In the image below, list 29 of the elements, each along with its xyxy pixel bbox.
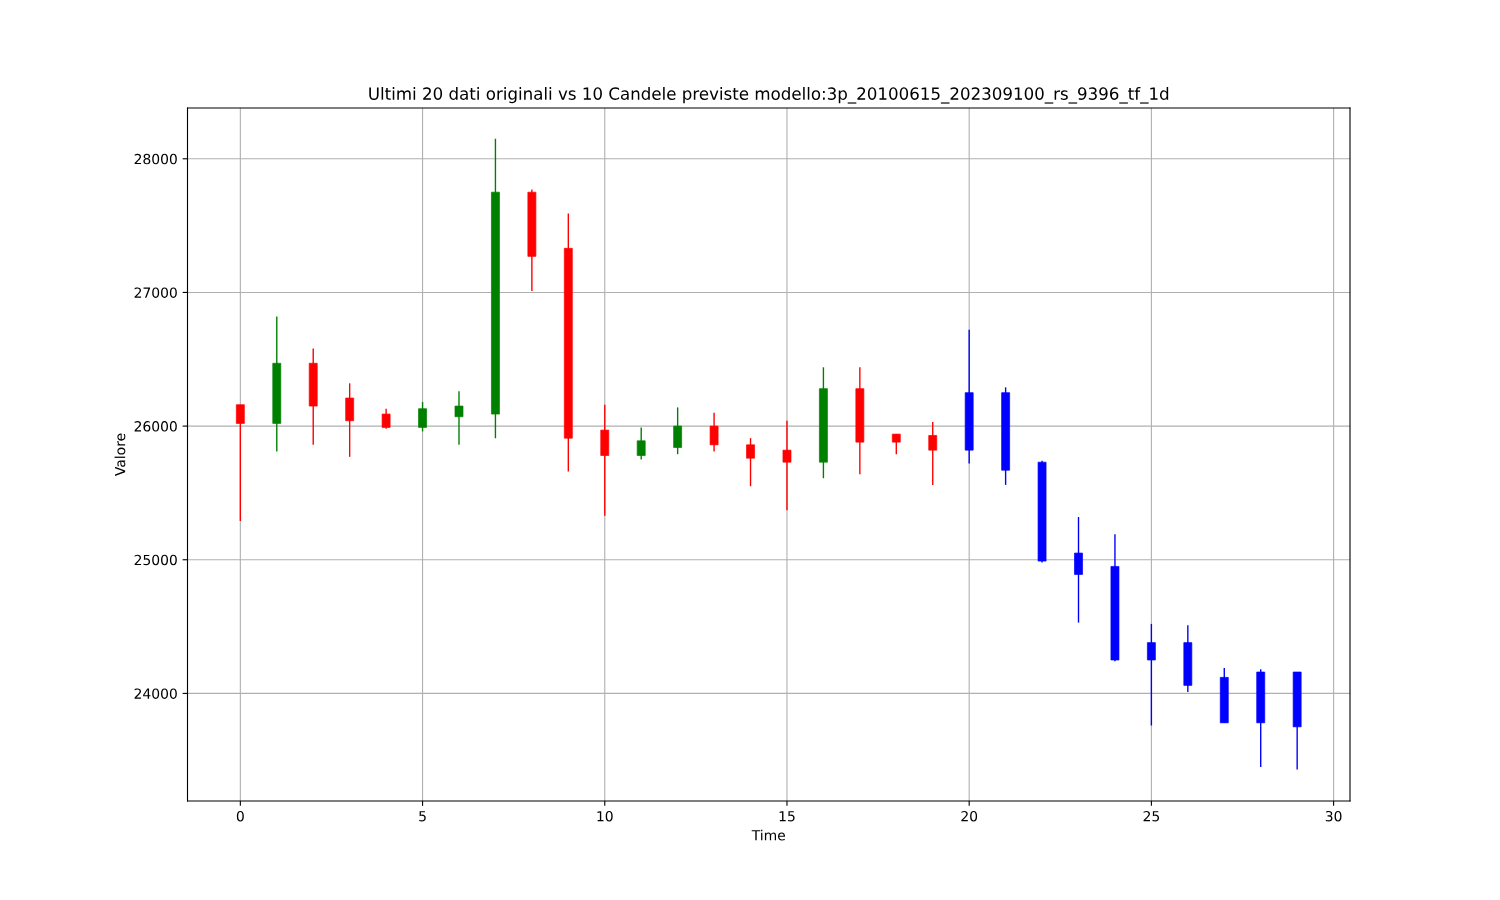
y-tick-label: 26000 xyxy=(134,421,177,432)
candlestick xyxy=(782,420,792,511)
candlestick xyxy=(454,390,464,446)
candlestick xyxy=(381,408,391,430)
candlestick xyxy=(746,437,755,487)
y-tick-label: 27000 xyxy=(134,287,177,298)
y-tick-label: 25000 xyxy=(134,554,177,566)
candlestick xyxy=(709,412,719,453)
candlestick xyxy=(345,382,355,458)
y-axis-title: Valore xyxy=(114,433,126,477)
candlestick xyxy=(673,406,682,455)
chart-title: Ultimi 20 dati originali vs 10 Candele previste modello:3p_20100615_202309100_rs_9396_tf_1d xyxy=(369,87,1169,104)
x-axis-title: Time xyxy=(751,829,785,841)
x-tick-label: 30 xyxy=(1325,810,1342,822)
candlestick xyxy=(1074,516,1083,624)
candlestick xyxy=(891,433,901,455)
candlestick xyxy=(418,401,427,433)
x-tick-label: 0 xyxy=(236,810,244,822)
y-tick-label: 28000 xyxy=(134,153,177,165)
x-tick-label: 20 xyxy=(961,810,978,822)
x-tick-label: 10 xyxy=(597,810,613,822)
candlestick xyxy=(1147,623,1156,727)
x-tick-label: 5 xyxy=(419,811,426,822)
candlestick xyxy=(636,426,646,461)
candlestick xyxy=(235,404,245,522)
y-tick-label: 24000 xyxy=(134,688,177,699)
x-tick-label: 25 xyxy=(1143,810,1160,822)
x-tick-label: 15 xyxy=(779,811,795,822)
candlestick xyxy=(928,421,938,486)
